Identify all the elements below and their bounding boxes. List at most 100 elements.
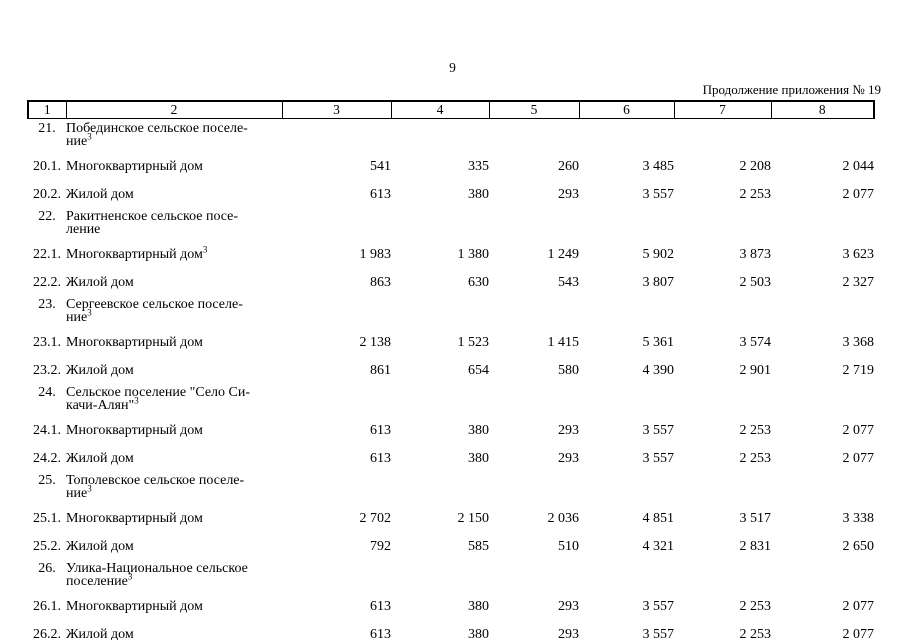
cell-col-7: 2 253 [739,627,772,640]
cell-col-6: 3 557 [642,187,675,202]
footnote-marker: 3 [87,131,92,142]
row-number: 22.2. [33,275,61,290]
column-number-row: 1 2 3 4 5 6 7 8 [27,100,875,119]
cell-col-6: 4 390 [642,363,675,378]
building-row: 26.1. Многоквартирный дом 613 380 293 3 557 2 … [28,591,874,619]
row-number: 22. [38,209,56,224]
column-header-5: 5 [488,100,580,119]
cell-col-4 [391,119,489,152]
building-row: 25.1. Многоквартирный дом 2 702 2 150 2 036 4… [28,503,874,531]
cell-col-7: 2 253 [739,599,772,614]
cell-col-6: 3 485 [642,159,675,174]
row-label: Жилой дом [66,187,134,202]
cell-col-3 [282,471,391,503]
table-body: 21. Побединское сельское поселе-ние3 20.1.… [28,119,874,640]
cell-col-3: 2 138 [359,335,392,350]
row-label: Побединское сельское поселе-ние3 [66,121,248,149]
row-label: Многоквартирный дом [66,511,203,526]
cell-col-6 [579,207,674,239]
cell-col-8: 2 327 [842,275,875,290]
cell-col-5: 580 [558,363,579,378]
cell-col-3: 613 [370,451,391,466]
cell-col-5 [489,119,579,152]
footnote-marker: 3 [202,244,208,255]
cell-col-4: 380 [468,423,489,438]
building-row: 24.1. Многоквартирный дом 613 380 293 3 557 2 … [28,415,874,443]
cell-col-6: 3 807 [642,275,675,290]
row-number: 26.2. [33,627,61,640]
cell-col-4: 380 [468,627,489,640]
cell-col-4: 585 [468,539,489,554]
row-label: Жилой дом [66,627,134,640]
footnote-marker: 3 [87,483,92,494]
cell-col-4: 380 [468,187,489,202]
cell-col-3 [282,119,391,152]
row-number: 23.2. [33,363,61,378]
building-row: 22.2. Жилой дом 863 630 543 3 807 2 503 2 327 [28,267,874,295]
cell-col-4 [391,295,489,327]
settlement-row: 25. Тополевское сельское поселе-ние3 [28,471,874,503]
cell-col-7: 2 901 [739,363,772,378]
cell-col-4: 630 [468,275,489,290]
cell-col-8: 2 077 [842,599,875,614]
cell-col-7 [674,295,771,327]
cell-col-3: 613 [370,187,391,202]
cell-col-6: 3 557 [642,451,675,466]
cell-col-3: 613 [370,599,391,614]
column-header-8: 8 [770,100,875,119]
row-number: 24.2. [33,451,61,466]
cell-col-4: 335 [468,159,489,174]
building-row: 26.2. Жилой дом 613 380 293 3 557 2 253 2 077 [28,619,874,640]
row-number: 22.1. [33,247,61,262]
row-label: Многоквартирный дом [66,599,203,614]
cell-col-4 [391,471,489,503]
cell-col-6: 5 361 [642,335,675,350]
cell-col-4 [391,207,489,239]
cell-col-5 [489,383,579,415]
cell-col-6: 3 557 [642,627,675,640]
cell-col-7: 2 208 [739,159,772,174]
footnote-marker: 3 [87,307,92,318]
settlement-row: 24. Сельское поселение "Село Си-качи-Алян… [28,383,874,415]
cell-col-4 [391,559,489,591]
row-label: Многоквартирный дом3 [66,244,208,262]
cell-col-8: 2 077 [842,187,875,202]
cell-col-3: 613 [370,423,391,438]
cell-col-5: 260 [558,159,579,174]
row-number: 24.1. [33,423,61,438]
cell-col-5: 2 036 [547,511,580,526]
cell-col-8: 3 338 [842,511,875,526]
row-number: 25.1. [33,511,61,526]
row-number: 24. [38,385,56,400]
column-header-3: 3 [281,100,392,119]
row-label: Многоквартирный дом [66,335,203,350]
row-number: 25. [38,473,56,488]
row-number: 25.2. [33,539,61,554]
cell-col-6 [579,559,674,591]
row-label: Многоквартирный дом [66,423,203,438]
footnote-marker: 3 [134,395,139,406]
cell-col-5: 1 415 [547,335,580,350]
cell-col-4: 654 [468,363,489,378]
building-row: 20.1. Многоквартирный дом 541 335 260 3 485 2 … [28,151,874,179]
row-label: Жилой дом [66,363,134,378]
cell-col-8: 2 077 [842,627,875,640]
building-row: 22.1. Многоквартирный дом3 1 983 1 380 1 249… [28,239,874,267]
cell-col-3: 863 [370,275,391,290]
cell-col-3: 613 [370,627,391,640]
column-header-1: 1 [27,100,67,119]
cell-col-4 [391,383,489,415]
cell-col-7: 2 253 [739,423,772,438]
cell-col-7: 2 253 [739,187,772,202]
building-row: 25.2. Жилой дом 792 585 510 4 321 2 831 2 650 [28,531,874,559]
settlement-row: 26. Улика-Национальное сельское поселение3 [28,559,874,591]
settlement-row: 23. Сергеевское сельское поселе-ние3 [28,295,874,327]
cell-col-5: 1 249 [547,247,580,262]
cell-col-6: 4 321 [642,539,675,554]
column-header-2: 2 [65,100,283,119]
row-label: Жилой дом [66,539,134,554]
cell-col-6 [579,383,674,415]
cell-col-8 [771,119,874,152]
cell-col-3 [282,559,391,591]
